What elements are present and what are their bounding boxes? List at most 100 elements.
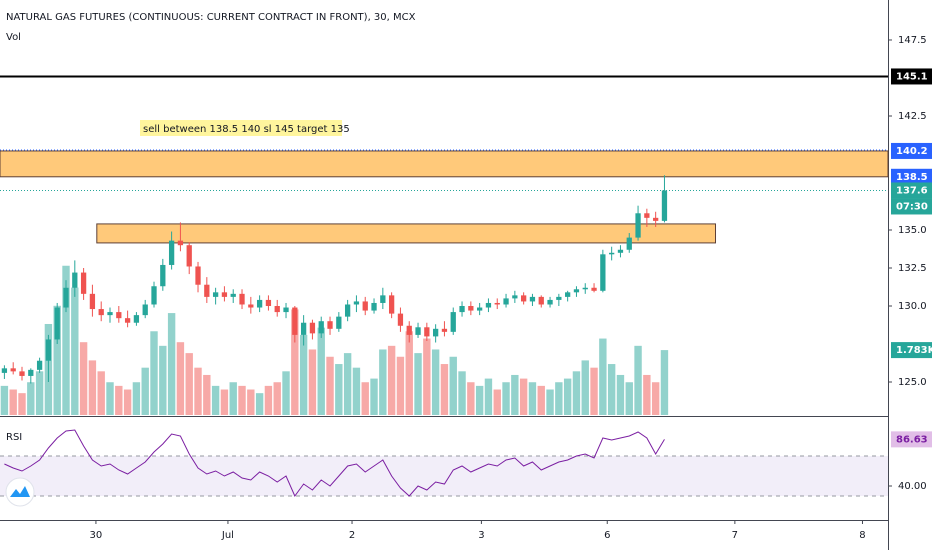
volume-tag: 1.783K <box>896 345 932 356</box>
volume-bar <box>387 345 396 415</box>
candle-body <box>239 293 245 305</box>
candle-body <box>362 301 368 311</box>
volume-bar <box>71 287 79 415</box>
candle-body <box>653 217 659 221</box>
volume-bar <box>211 385 220 415</box>
volume-bar <box>431 349 440 415</box>
candle-body <box>283 307 289 313</box>
candle-body <box>565 292 571 297</box>
candle-body <box>635 213 641 238</box>
candle-body <box>397 313 404 326</box>
volume-bar <box>546 389 554 415</box>
volume-bar <box>370 378 378 415</box>
candle-body <box>142 304 148 316</box>
volume-bar <box>335 364 343 415</box>
volume-bar <box>458 371 466 415</box>
candle-body <box>133 315 140 323</box>
volume-bar <box>519 378 528 415</box>
volume-title: Vol <box>6 32 21 43</box>
candle-body <box>371 302 377 311</box>
volume-bar <box>343 353 352 415</box>
candle-body <box>494 302 500 305</box>
volume-bar <box>502 382 510 415</box>
y-tick-label: 130.0 <box>898 301 927 312</box>
logo[interactable] <box>5 477 35 507</box>
volume-bar <box>97 371 105 415</box>
volume-tag-bg <box>891 342 932 359</box>
candle-body <box>212 292 219 297</box>
y-tick-label: 132.5 <box>898 263 927 274</box>
x-tick-label: 3 <box>478 530 484 541</box>
candle-body <box>54 307 60 340</box>
volume-bar <box>185 353 193 415</box>
rsi-tag: 86.63 <box>896 434 928 445</box>
candle-body <box>582 287 588 290</box>
volume-bar <box>264 385 273 415</box>
volume-bar <box>247 389 255 415</box>
candle-body <box>485 302 492 308</box>
x-tick-label: 2 <box>349 530 355 541</box>
candle-body <box>626 237 632 250</box>
volume-bar <box>317 327 325 415</box>
volume-bar <box>572 371 581 415</box>
candle-body <box>151 286 157 305</box>
candle-body <box>195 266 201 285</box>
volume-bar <box>79 342 88 415</box>
candle-body <box>380 295 386 303</box>
rsi-line <box>4 429 665 497</box>
volume-bar <box>229 382 237 415</box>
candle-body <box>248 304 254 308</box>
volume-bar <box>123 389 132 415</box>
candle-body <box>353 301 360 305</box>
last-price-tag: 137.6 <box>896 185 928 196</box>
x-tick-label: Jul <box>221 530 234 541</box>
candle-body <box>124 318 131 323</box>
volume-bar <box>493 389 501 415</box>
volume-bar <box>299 334 308 415</box>
candle-body <box>221 292 228 297</box>
candle-body <box>300 322 307 335</box>
volume-bar <box>484 378 493 415</box>
candle-body <box>204 284 210 297</box>
candle-body <box>459 306 465 313</box>
volume-bar <box>590 367 598 415</box>
last-price-tag-bg <box>891 182 932 199</box>
volume-bar <box>414 353 422 415</box>
volume-bar <box>440 364 449 415</box>
volume-bar <box>106 382 114 415</box>
candle-body <box>116 312 122 319</box>
volume-bar <box>449 356 457 415</box>
volume-bar <box>643 374 651 415</box>
volume-bar <box>634 345 642 415</box>
candle-body <box>45 339 52 361</box>
volume-bar <box>273 382 281 415</box>
candle-body <box>10 368 16 372</box>
volume-bar <box>282 371 290 415</box>
candle-body <box>177 240 184 246</box>
candle-body <box>521 295 527 302</box>
candle-body <box>406 325 412 335</box>
candle-body <box>477 307 483 311</box>
volume-bar <box>0 385 9 415</box>
candle-body <box>98 309 104 316</box>
volume-bar <box>132 382 141 415</box>
volume-bar <box>467 382 475 415</box>
volume-bar <box>405 331 413 415</box>
x-tick-label: 30 <box>90 530 103 541</box>
level-tag: 145.1 <box>896 71 928 82</box>
volume-bar <box>141 367 149 415</box>
volume-bar <box>255 393 264 415</box>
candle-body <box>256 299 263 308</box>
candle-body <box>230 293 236 297</box>
rsi-tick-label: 40.00 <box>898 481 927 492</box>
volume-bar <box>326 356 334 415</box>
candle-body <box>1 368 8 373</box>
volume-bar <box>581 360 589 415</box>
zone-top-tag: 140.2 <box>896 146 928 157</box>
y-tick-label: 142.5 <box>898 111 927 122</box>
candle-body <box>160 264 166 287</box>
y-tick-label: 125.0 <box>898 377 927 388</box>
level-tag-bg <box>891 68 932 85</box>
box <box>96 223 717 244</box>
